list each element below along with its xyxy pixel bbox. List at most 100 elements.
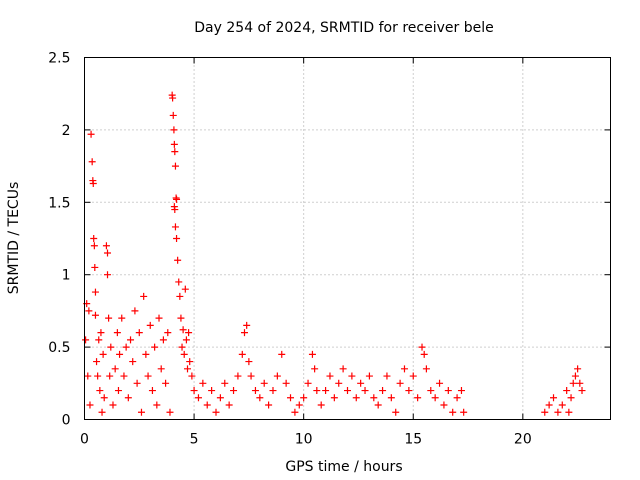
data-point xyxy=(565,408,573,416)
data-point xyxy=(243,321,251,329)
data-point xyxy=(97,329,105,337)
data-point xyxy=(392,408,400,416)
data-point xyxy=(127,336,135,344)
data-point xyxy=(122,343,130,351)
data-point xyxy=(554,408,562,416)
data-point xyxy=(400,365,408,373)
data-point xyxy=(440,401,448,409)
data-point xyxy=(212,408,220,416)
data-point xyxy=(180,350,188,358)
data-point xyxy=(93,358,101,366)
data-point xyxy=(91,263,99,271)
data-point xyxy=(91,311,99,319)
data-point xyxy=(265,401,273,409)
plot-frame xyxy=(84,57,611,420)
data-point xyxy=(162,379,170,387)
data-point xyxy=(171,206,179,214)
data-point xyxy=(137,408,145,416)
data-point xyxy=(95,336,103,344)
x-tick-label: 15 xyxy=(404,432,422,448)
x-tick-label: 20 xyxy=(514,432,532,448)
data-point xyxy=(313,387,321,395)
data-point xyxy=(550,394,558,402)
data-point xyxy=(177,314,185,322)
data-point xyxy=(164,329,172,337)
data-point xyxy=(186,358,194,366)
y-tick-label: 2.5 xyxy=(48,51,70,67)
data-point xyxy=(116,350,124,358)
data-point xyxy=(234,372,242,380)
data-point xyxy=(300,394,308,402)
data-point xyxy=(291,408,299,416)
data-point xyxy=(129,358,137,366)
data-point xyxy=(96,387,104,395)
data-point xyxy=(184,365,192,373)
data-point xyxy=(151,343,159,351)
data-point xyxy=(344,387,351,395)
data-point xyxy=(133,379,141,387)
grid xyxy=(84,57,611,420)
data-point xyxy=(159,336,167,344)
x-tick-label: 0 xyxy=(80,432,89,448)
data-point xyxy=(109,401,117,409)
data-point xyxy=(574,365,582,373)
data-point xyxy=(99,350,107,358)
data-point xyxy=(208,387,216,395)
data-point xyxy=(166,408,174,416)
data-point xyxy=(107,343,115,351)
data-point xyxy=(571,372,579,380)
data-point xyxy=(578,387,586,395)
data-point xyxy=(188,372,196,380)
data-point xyxy=(348,372,356,380)
data-points xyxy=(82,91,586,416)
data-point xyxy=(179,326,187,334)
data-point xyxy=(181,285,189,293)
data-point xyxy=(422,365,430,373)
data-point xyxy=(85,307,93,315)
data-point xyxy=(295,401,303,409)
data-point xyxy=(339,365,347,373)
data-point xyxy=(190,387,198,395)
data-point xyxy=(453,394,461,402)
data-point xyxy=(322,387,330,395)
data-point xyxy=(541,408,549,416)
data-point xyxy=(169,111,177,119)
data-point xyxy=(140,292,148,300)
data-point xyxy=(387,394,395,402)
data-point xyxy=(118,314,126,322)
data-point xyxy=(135,329,143,337)
x-axis-label: GPS time / hours xyxy=(285,459,402,475)
data-point xyxy=(88,158,96,166)
data-point xyxy=(144,372,152,380)
data-point xyxy=(326,372,334,380)
data-point xyxy=(86,401,94,409)
data-point xyxy=(287,394,295,402)
data-point xyxy=(269,387,277,395)
data-point xyxy=(567,394,575,402)
y-tick-label: 2 xyxy=(62,123,71,139)
data-point xyxy=(370,394,378,402)
data-point xyxy=(124,394,132,402)
data-point xyxy=(563,387,571,395)
data-point xyxy=(260,379,268,387)
data-point xyxy=(238,350,246,358)
data-point xyxy=(420,350,428,358)
data-point xyxy=(273,372,281,380)
data-point xyxy=(427,387,435,395)
data-point xyxy=(365,372,373,380)
data-point xyxy=(146,321,154,329)
data-point xyxy=(102,242,110,250)
y-axis-label: SRMTID / TECUs xyxy=(6,182,22,295)
data-point xyxy=(374,401,382,409)
data-point xyxy=(304,379,312,387)
data-point xyxy=(230,387,238,395)
data-point xyxy=(311,365,319,373)
data-point xyxy=(175,278,183,286)
data-point xyxy=(114,387,122,395)
data-point xyxy=(418,343,426,351)
y-tick-label: 1 xyxy=(62,268,71,284)
data-point xyxy=(148,387,156,395)
data-point xyxy=(379,387,387,395)
data-point xyxy=(251,387,259,395)
